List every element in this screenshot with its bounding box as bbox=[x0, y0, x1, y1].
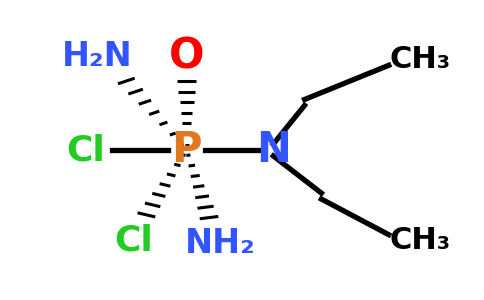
Text: O: O bbox=[169, 35, 204, 77]
Text: CH₃: CH₃ bbox=[390, 45, 451, 74]
Text: NH₂: NH₂ bbox=[185, 227, 256, 260]
Text: Cl: Cl bbox=[66, 133, 105, 167]
Text: CH₃: CH₃ bbox=[390, 226, 451, 255]
Text: H₂N: H₂N bbox=[62, 40, 133, 73]
Text: P: P bbox=[171, 129, 202, 171]
Text: N: N bbox=[256, 129, 291, 171]
Text: Cl: Cl bbox=[114, 224, 153, 258]
